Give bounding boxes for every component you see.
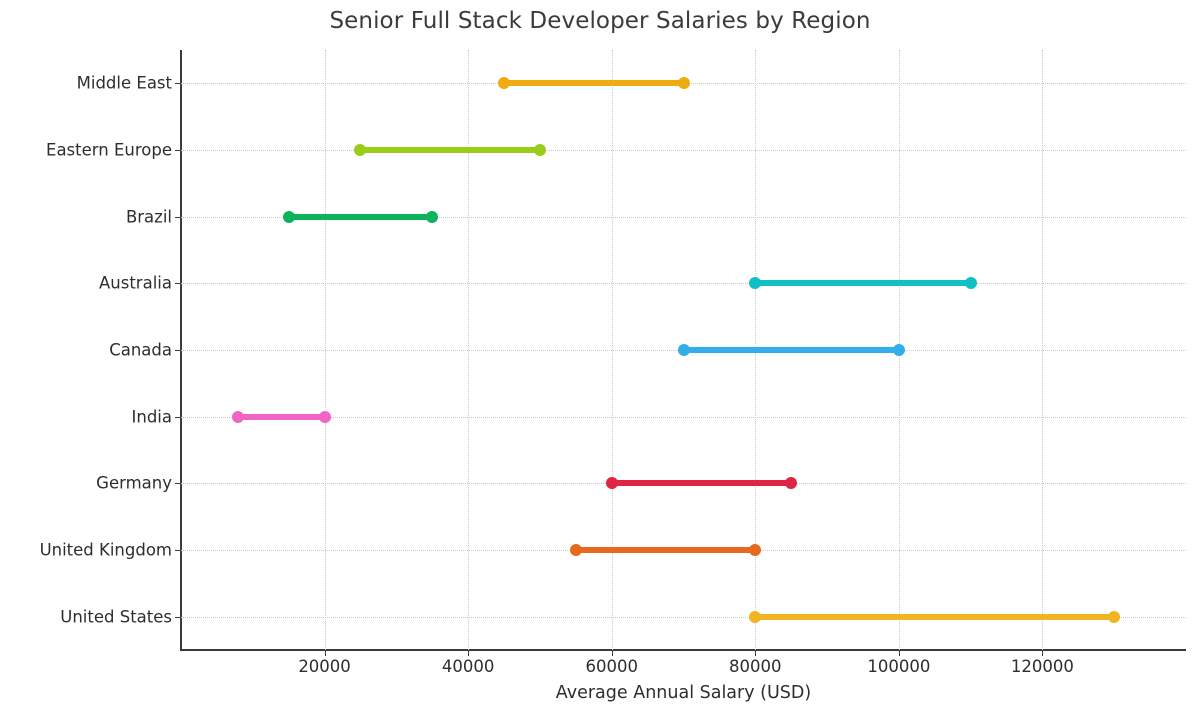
range-line (683, 347, 899, 353)
y-tick-label-united-states: United States (60, 607, 172, 627)
y-tick-label-canada: Canada (109, 340, 172, 360)
range-marker-high (1108, 610, 1121, 623)
range-line (238, 413, 325, 420)
range-line (288, 213, 433, 220)
y-gridline (181, 216, 1186, 218)
range-marker-low (354, 144, 367, 156)
y-tick-label-eastern-europe: Eastern Europe (46, 140, 172, 160)
y-tick-label-germany: Germany (96, 473, 172, 493)
x-tick-mark (1042, 651, 1044, 656)
range-marker-low (282, 210, 295, 223)
x-tick-label: 100000 (867, 657, 931, 676)
y-tick-mark (175, 216, 181, 218)
x-tick-mark (611, 651, 613, 656)
y-tick-label-united-kingdom: United Kingdom (39, 540, 172, 560)
y-tick-label-brazil: Brazil (125, 207, 172, 227)
x-axis-label: Average Annual Salary (USD) (555, 683, 812, 703)
range-marker-high (318, 410, 331, 423)
x-tick-label: 60000 (585, 657, 638, 676)
x-tick-mark (898, 651, 900, 656)
range-line (611, 480, 792, 487)
range-line (755, 613, 1115, 620)
y-tick-mark (175, 150, 181, 151)
x-tick-label: 40000 (441, 657, 495, 676)
range-marker-high (677, 77, 690, 90)
range-marker-low (749, 610, 762, 623)
range-marker-high (785, 477, 798, 490)
range-marker-low (605, 477, 618, 490)
x-tick-label: 20000 (298, 657, 351, 676)
range-marker-low (677, 344, 690, 356)
y-tick-mark (175, 616, 181, 618)
y-tick-label-australia: Australia (99, 273, 172, 293)
chart-title: Senior Full Stack Developer Salaries by … (329, 8, 871, 34)
y-tick-mark (175, 550, 181, 551)
range-marker-low (232, 410, 245, 423)
range-marker-low (569, 544, 582, 556)
range-marker-high (892, 344, 905, 356)
range-line (360, 147, 540, 153)
range-line (575, 547, 756, 553)
y-tick-mark (175, 416, 181, 418)
range-marker-low (498, 77, 511, 90)
x-tick-mark (755, 651, 757, 656)
plot-area (181, 50, 1186, 650)
y-gridline (181, 150, 1186, 151)
y-gridline (181, 616, 1186, 618)
range-marker-low (749, 277, 762, 290)
y-gridline (181, 416, 1186, 418)
y-tick-mark (175, 350, 181, 351)
x-tick-label: 80000 (729, 657, 782, 676)
range-marker-high (533, 144, 546, 156)
range-marker-high (749, 544, 762, 556)
range-line (504, 80, 684, 87)
y-tick-mark (175, 483, 181, 485)
range-marker-high (964, 277, 977, 290)
y-tick-label-india: India (131, 407, 173, 427)
y-gridline (181, 283, 1186, 285)
y-tick-mark (175, 283, 181, 285)
range-line (755, 280, 971, 287)
y-tick-label-middle-east: Middle East (76, 73, 172, 93)
x-tick-mark (324, 651, 326, 656)
x-tick-label: 120000 (1010, 657, 1074, 676)
x-tick-mark (468, 651, 470, 656)
range-marker-high (426, 210, 439, 223)
x-axis-spine (180, 649, 1186, 651)
y-tick-mark (175, 83, 181, 85)
